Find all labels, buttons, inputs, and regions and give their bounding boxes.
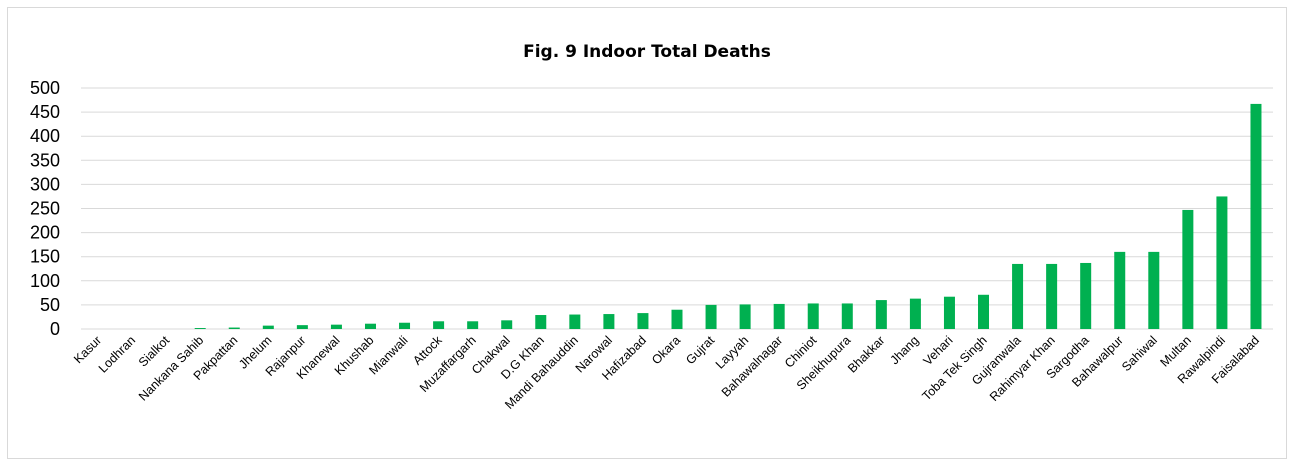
bar — [1012, 263, 1024, 329]
y-tick-label: 100 — [30, 271, 60, 291]
bar — [705, 304, 717, 329]
bar-chart: 050100150200250300350400450500KasurLodhr… — [30, 78, 1273, 412]
bar — [1216, 196, 1228, 329]
y-tick-label: 350 — [30, 150, 60, 170]
y-tick-label: 500 — [30, 78, 60, 98]
bar — [228, 327, 240, 329]
bar — [399, 322, 411, 329]
bar — [1114, 251, 1126, 329]
bar — [194, 328, 206, 329]
bar — [603, 314, 615, 329]
y-tick-label: 50 — [40, 295, 60, 315]
bar — [637, 313, 649, 329]
x-tick-label: Bahawalnagar — [719, 333, 785, 399]
bar — [535, 315, 547, 329]
bar — [1148, 251, 1160, 329]
x-tick-label: Jhang — [888, 333, 922, 367]
bar — [262, 325, 274, 329]
bar — [1046, 263, 1058, 329]
x-tick-label: Lodhran — [96, 333, 138, 375]
bar — [296, 325, 308, 329]
bar — [433, 321, 445, 329]
bar — [467, 321, 479, 329]
bar — [773, 303, 785, 329]
chart-frame: Fig. 9 Indoor Total Deaths 0 50 100 150 200 2… — [7, 7, 1287, 459]
x-tick-label: Okara — [649, 333, 683, 367]
bar — [501, 320, 513, 329]
bar — [807, 303, 819, 329]
y-tick-label: 150 — [30, 247, 60, 267]
bar — [875, 300, 887, 329]
bar — [1250, 103, 1262, 329]
bar — [330, 324, 342, 329]
bar — [739, 304, 751, 329]
bar — [909, 298, 921, 329]
y-tick-label: 250 — [30, 199, 60, 219]
x-tick-label: Sahiwal — [1119, 333, 1160, 374]
y-tick-label: 300 — [30, 174, 60, 194]
bar — [671, 309, 683, 329]
bar — [841, 303, 853, 329]
bar — [943, 296, 955, 329]
bar — [364, 323, 376, 329]
y-tick-label: 200 — [30, 223, 60, 243]
bar — [978, 294, 990, 329]
y-tick-label: 400 — [30, 126, 60, 146]
x-tick-label: Bhakkar — [845, 333, 887, 375]
bar — [1182, 209, 1194, 329]
y-tick-label: 450 — [30, 102, 60, 122]
bar — [1080, 262, 1092, 329]
chart-title: Fig. 9 Indoor Total Deaths — [523, 42, 771, 62]
bar — [569, 314, 581, 329]
y-tick-label: 0 — [50, 319, 60, 339]
